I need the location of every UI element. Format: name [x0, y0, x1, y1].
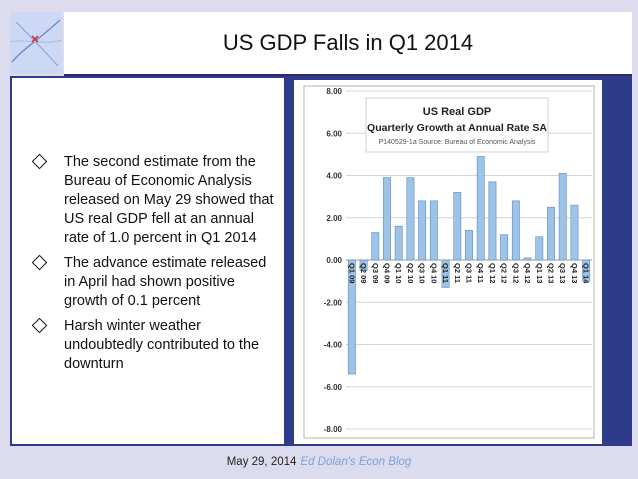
x-axis-ticks: Q1 09 Q2 09 Q3 09 Q4 09 Q1 10 Q2 10 Q3 10 Q4 10… — [347, 263, 590, 284]
x-tick-label: Q2 11 — [453, 263, 462, 283]
x-tick-label: Q2 12 — [500, 263, 509, 283]
x-tick-label: Q1 13 — [535, 263, 544, 283]
text-panel: The second estimate from the Bureau of E… — [12, 78, 284, 444]
bullet-text: The second estimate from the Bureau of E… — [64, 154, 274, 246]
y-tick-label: 0.00 — [326, 256, 342, 265]
x-tick-label: Q4 12 — [523, 263, 532, 283]
chart-source: P140529-1a Source: Bureau of Economic An… — [379, 139, 536, 146]
bar — [558, 173, 567, 261]
bar — [429, 200, 438, 261]
x-tick-label: Q3 12 — [511, 263, 520, 283]
x-tick-label: Q2 10 — [406, 263, 415, 283]
y-tick-label: 8.00 — [326, 87, 342, 96]
bullet-text: The advance estimate released in April h… — [64, 255, 267, 309]
x-tick-label: Q4 11 — [476, 263, 485, 283]
bar — [476, 156, 485, 261]
x-tick-label: Q4 10 — [429, 263, 438, 283]
bar — [582, 259, 591, 282]
x-tick-label: Q1 09 — [347, 263, 356, 283]
chart-title: US Real GDP — [423, 106, 491, 118]
title-bar: US GDP Falls in Q1 2014 — [64, 12, 632, 76]
bar — [418, 200, 427, 261]
bar — [523, 257, 532, 261]
y-tick-label: 6.00 — [326, 129, 342, 138]
x-tick-label: Q3 11 — [465, 263, 474, 283]
bar — [441, 259, 450, 288]
bar — [511, 200, 520, 261]
diamond-bullet-icon — [31, 254, 48, 271]
bullet-list: The second estimate from the Bureau of E… — [31, 153, 274, 380]
bar-series — [347, 156, 591, 375]
bullet-item: The advance estimate released in April h… — [31, 254, 274, 311]
x-tick-label: Q3 13 — [558, 263, 567, 283]
bar — [406, 177, 415, 261]
chart-title-box: US Real GDP Quarterly Growth at Annual R… — [365, 97, 549, 153]
y-tick-label: 2.00 — [326, 214, 342, 223]
x-tick-label: Q4 09 — [383, 263, 392, 283]
bar — [383, 177, 391, 261]
diamond-bullet-icon — [31, 153, 48, 170]
x-tick-label: Q1 10 — [394, 263, 403, 283]
gdp-bar-chart: 8.00 6.00 4.00 2.00 0.00 -2.00 -4.00 -6.00 -8.00… — [303, 85, 595, 439]
footer-blog-link[interactable]: Ed Dolan's Econ Blog — [300, 456, 412, 468]
x-tick-label: Q2 09 — [359, 263, 368, 283]
bar — [359, 259, 368, 271]
bar — [535, 236, 544, 261]
bullet-item: Harsh winter weather undoubtedly contrib… — [31, 317, 274, 374]
bullet-item: The second estimate from the Bureau of E… — [31, 153, 274, 248]
x-tick-label: Q1 14 — [582, 263, 591, 284]
x-tick-label: Q1 11 — [441, 263, 450, 283]
bar — [453, 192, 462, 261]
logo-graphic — [10, 12, 62, 74]
y-tick-label: -6.00 — [324, 383, 343, 392]
bar — [347, 259, 356, 375]
footer-date: May 29, 2014 — [226, 456, 297, 468]
bar — [465, 230, 473, 261]
x-tick-label: Q4 13 — [570, 263, 579, 283]
y-tick-label: -2.00 — [324, 298, 343, 307]
y-tick-label: 4.00 — [326, 172, 342, 181]
x-tick-label: Q3 10 — [418, 263, 427, 283]
bar — [500, 234, 509, 261]
y-tick-label: -4.00 — [324, 341, 343, 350]
chart-subtitle: Quarterly Growth at Annual Rate SA — [367, 122, 547, 134]
bar — [547, 206, 555, 261]
x-tick-label: Q1 12 — [488, 263, 497, 283]
y-axis-ticks: 8.00 6.00 4.00 2.00 0.00 -2.00 -4.00 -6.00 -8.00 — [324, 87, 343, 434]
bar — [394, 225, 403, 261]
bullet-text: Harsh winter weather undoubtedly contrib… — [64, 318, 260, 372]
slide-title: US GDP Falls in Q1 2014 — [222, 30, 474, 55]
diamond-bullet-icon — [31, 317, 48, 334]
bar — [488, 181, 497, 261]
logo-image — [10, 12, 62, 74]
y-tick-label: -8.00 — [324, 425, 343, 434]
footer: May 29, 2014 Ed Dolan's Econ Blog — [0, 456, 638, 468]
x-tick-label: Q3 09 — [371, 263, 380, 283]
x-tick-label: Q2 13 — [547, 263, 556, 283]
chart-panel: 8.00 6.00 4.00 2.00 0.00 -2.00 -4.00 -6.00 -8.00… — [294, 80, 602, 444]
bar — [570, 204, 579, 261]
bar — [371, 232, 380, 261]
